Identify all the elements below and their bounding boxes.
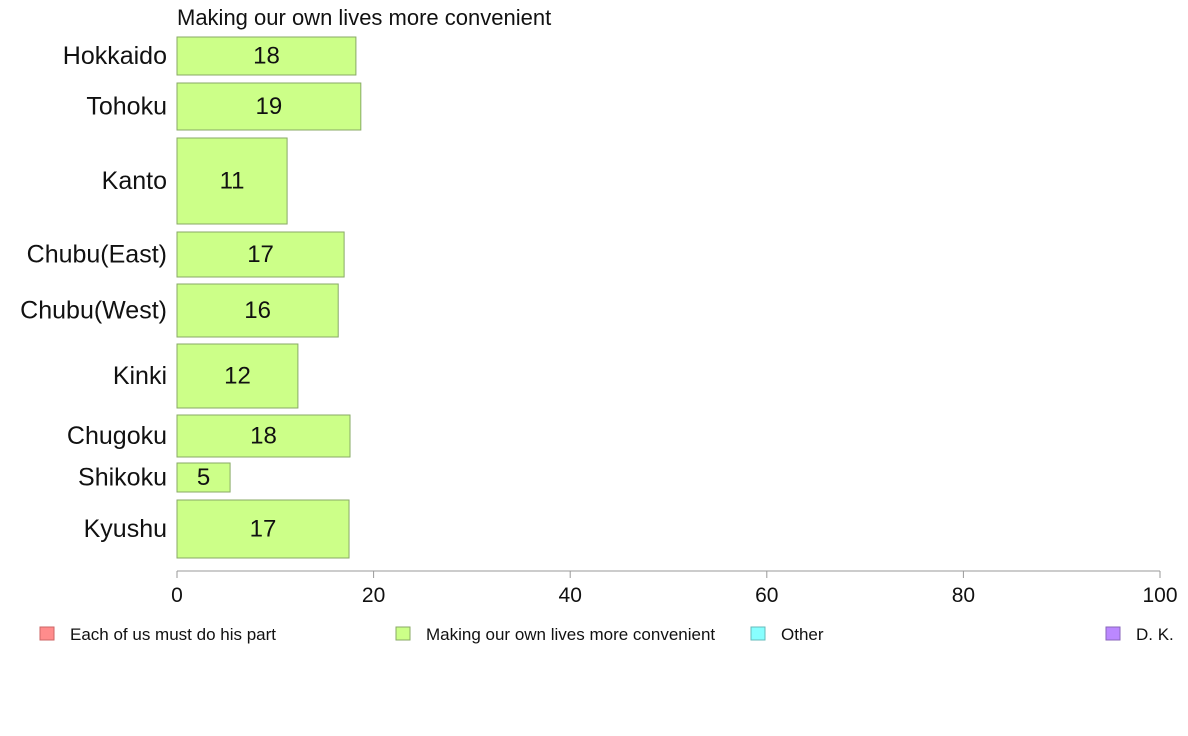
category-label: Chubu(East) (27, 241, 167, 269)
bar-kyushu (176, 499, 350, 559)
x-tick-label: 80 (952, 584, 975, 607)
x-tick-label: 0 (171, 584, 183, 607)
bar-value-label: 17 (250, 516, 277, 543)
x-tick-label: 20 (362, 584, 385, 607)
category-label: Kinki (113, 362, 167, 390)
bar-value-label: 11 (220, 168, 245, 195)
bar-chubu-west (176, 283, 339, 338)
legend-label: Making our own lives more convenient (426, 625, 715, 644)
category-label: Tohoku (86, 93, 167, 121)
bar-value-label: 18 (253, 43, 280, 70)
x-tick-label: 60 (755, 584, 778, 607)
bar-kanto (176, 137, 288, 225)
legend-swatch (395, 626, 411, 641)
legend-swatch (1105, 626, 1121, 641)
legend-swatch (39, 626, 55, 641)
category-label: Hokkaido (63, 42, 167, 70)
bars-group: 18 Hokkaido 19 Tohoku 11 Kanto 17 Chubu(East) 16… (20, 36, 362, 559)
legend: Each of us must do his part Making our ow… (39, 625, 1174, 644)
bar-tohoku (176, 82, 362, 131)
category-label: Chubu(West) (20, 297, 167, 325)
chart-title: Making our own lives more convenient (177, 5, 551, 30)
bar-value-label: 16 (244, 297, 271, 324)
bar-chugoku (176, 414, 351, 458)
bar-value-label: 5 (197, 464, 210, 491)
bar-chubu-east (176, 231, 345, 278)
bar-value-label: 12 (224, 363, 251, 390)
bar-kinki (176, 343, 299, 409)
legend-swatch (750, 626, 766, 641)
legend-label: D. K. (1136, 625, 1174, 644)
category-label: Chugoku (67, 422, 167, 450)
category-label: Kyushu (84, 515, 167, 543)
bar-value-label: 18 (250, 423, 277, 450)
category-label: Kanto (102, 167, 167, 195)
x-tick-label: 40 (559, 584, 582, 607)
category-label: Shikoku (78, 464, 167, 492)
bar-hokkaido (176, 36, 357, 76)
x-axis: 0 20 40 60 80 100 (171, 570, 1178, 607)
x-tick-label: 100 (1142, 584, 1177, 607)
bar-shikoku (176, 462, 231, 493)
bar-value-label: 19 (256, 93, 283, 120)
bar-value-label: 17 (247, 241, 274, 268)
legend-label: Other (781, 625, 824, 644)
legend-label: Each of us must do his part (70, 625, 276, 644)
